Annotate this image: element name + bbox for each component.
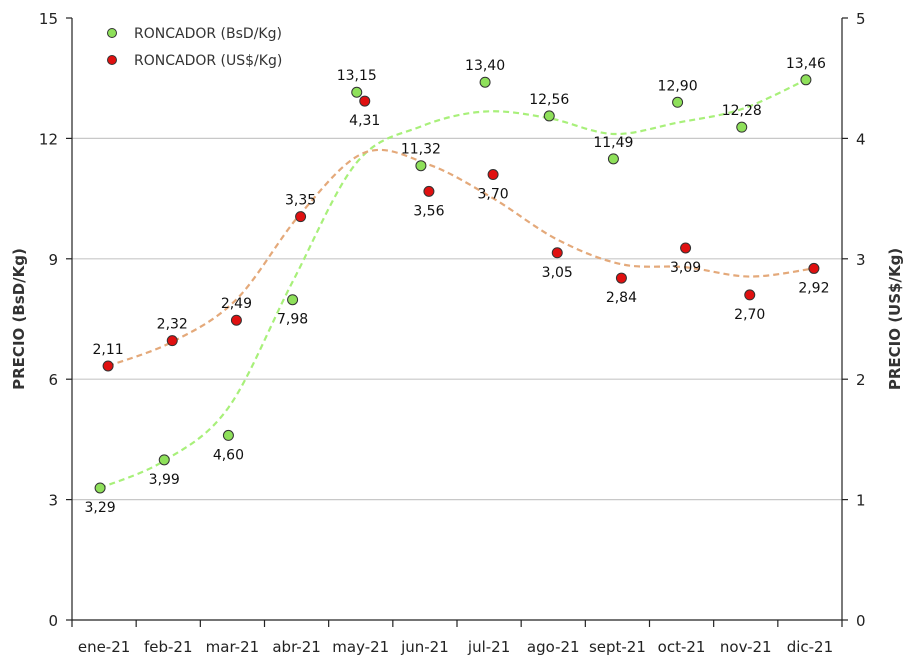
data-label-bsd: 13,40 bbox=[465, 58, 505, 74]
data-label-usd: 2,84 bbox=[606, 290, 637, 306]
x-tick-label: ene-21 bbox=[78, 638, 130, 656]
data-label-usd: 3,56 bbox=[413, 203, 444, 219]
trend-line-usd bbox=[107, 148, 815, 367]
x-tick-label: sept-21 bbox=[589, 638, 646, 656]
data-labels: 3,29 2,11 3,99 2,32 4,60 2,49 7,98 3,35 13,15 4,3… bbox=[84, 56, 829, 516]
data-label-usd: 3,09 bbox=[670, 260, 701, 276]
data-label-bsd: 13,15 bbox=[337, 68, 377, 84]
data-label-bsd: 7,98 bbox=[277, 312, 308, 328]
y-right-tick-label: 3 bbox=[856, 251, 866, 269]
data-point-bsd bbox=[287, 294, 299, 306]
data-point-bsd bbox=[222, 429, 234, 441]
x-tick-label: dic-21 bbox=[787, 638, 833, 656]
y-right-tick-label: 2 bbox=[856, 371, 866, 389]
data-label-bsd: 3,29 bbox=[84, 500, 115, 516]
x-tick-label: abr-21 bbox=[272, 638, 320, 656]
data-point-usd bbox=[102, 360, 114, 372]
data-point-bsd bbox=[158, 454, 170, 466]
x-tick-label: ago-21 bbox=[527, 638, 580, 656]
data-point-usd bbox=[680, 242, 692, 254]
data-label-usd: 3,70 bbox=[477, 187, 508, 203]
data-point-usd bbox=[744, 289, 756, 301]
plot-frame bbox=[66, 17, 848, 627]
y-left-tick-label: 3 bbox=[48, 492, 58, 510]
data-label-bsd: 12,90 bbox=[658, 78, 698, 94]
x-tick-label: feb-21 bbox=[144, 638, 193, 656]
y-left-tick-label: 6 bbox=[48, 371, 58, 389]
data-point-bsd bbox=[351, 86, 363, 98]
y-right-tick-label: 0 bbox=[856, 612, 866, 630]
data-point-bsd bbox=[479, 76, 491, 88]
legend-marker-bsd bbox=[107, 28, 117, 38]
x-tick-label: jun-21 bbox=[400, 638, 449, 656]
data-label-usd: 2,49 bbox=[221, 296, 252, 312]
data-label-usd: 2,32 bbox=[157, 317, 188, 333]
legend-label-usd: RONCADOR (US$/Kg) bbox=[134, 53, 282, 69]
data-label-bsd: 11,32 bbox=[401, 142, 441, 158]
data-point-usd bbox=[295, 211, 307, 223]
data-point-usd bbox=[230, 314, 242, 326]
data-points bbox=[94, 74, 820, 494]
data-label-bsd: 12,56 bbox=[529, 92, 569, 108]
data-point-bsd bbox=[94, 482, 106, 494]
data-label-usd: 3,05 bbox=[542, 265, 573, 281]
data-point-bsd bbox=[672, 96, 684, 108]
x-tick-label: mar-21 bbox=[206, 638, 260, 656]
data-label-usd: 2,11 bbox=[92, 342, 123, 358]
data-point-usd bbox=[615, 272, 627, 284]
data-label-bsd: 11,49 bbox=[593, 135, 633, 151]
data-label-usd: 4,31 bbox=[349, 113, 380, 129]
data-label-bsd: 3,99 bbox=[149, 472, 180, 488]
data-point-usd bbox=[551, 247, 563, 259]
y-right-tick-label: 4 bbox=[856, 130, 866, 148]
data-label-bsd: 13,46 bbox=[786, 56, 826, 72]
data-point-bsd bbox=[543, 110, 555, 122]
y-right-tick-label: 5 bbox=[856, 10, 866, 28]
data-point-usd bbox=[487, 169, 499, 181]
legend: RONCADOR (BsD/Kg) RONCADOR (US$/Kg) bbox=[107, 26, 282, 69]
data-point-bsd bbox=[800, 74, 812, 86]
x-tick-label: may-21 bbox=[332, 638, 389, 656]
y-left-tick-label: 0 bbox=[48, 612, 58, 630]
data-label-usd: 2,70 bbox=[734, 307, 765, 323]
x-tick-label: jul-21 bbox=[467, 638, 510, 656]
trend-line-bsd bbox=[99, 78, 807, 489]
legend-marker-usd bbox=[107, 55, 117, 65]
data-label-usd: 2,92 bbox=[798, 280, 829, 296]
data-point-usd bbox=[808, 262, 820, 274]
data-point-usd bbox=[423, 185, 435, 197]
x-tick-label: oct-21 bbox=[658, 638, 706, 656]
y-right-tick-label: 1 bbox=[856, 492, 866, 510]
gridlines bbox=[72, 137, 842, 501]
y-left-tick-label: 9 bbox=[48, 251, 58, 269]
data-point-bsd bbox=[736, 121, 748, 133]
trend-lines bbox=[99, 78, 815, 489]
data-point-bsd bbox=[415, 160, 427, 172]
y-left-tick-label: 15 bbox=[39, 10, 58, 28]
y-right-axis-title: PRECIO (US$/Kg) bbox=[886, 248, 904, 390]
y-left-axis-title: PRECIO (BsD/Kg) bbox=[10, 248, 28, 390]
data-point-usd bbox=[359, 95, 371, 107]
y-left-tick-label: 12 bbox=[39, 130, 58, 148]
legend-label-bsd: RONCADOR (BsD/Kg) bbox=[134, 26, 282, 42]
x-tick-label: nov-21 bbox=[720, 638, 772, 656]
data-label-bsd: 12,28 bbox=[722, 103, 762, 119]
data-point-usd bbox=[166, 335, 178, 347]
data-point-bsd bbox=[607, 153, 619, 165]
data-label-bsd: 4,60 bbox=[213, 447, 244, 463]
data-label-usd: 3,35 bbox=[285, 193, 316, 209]
